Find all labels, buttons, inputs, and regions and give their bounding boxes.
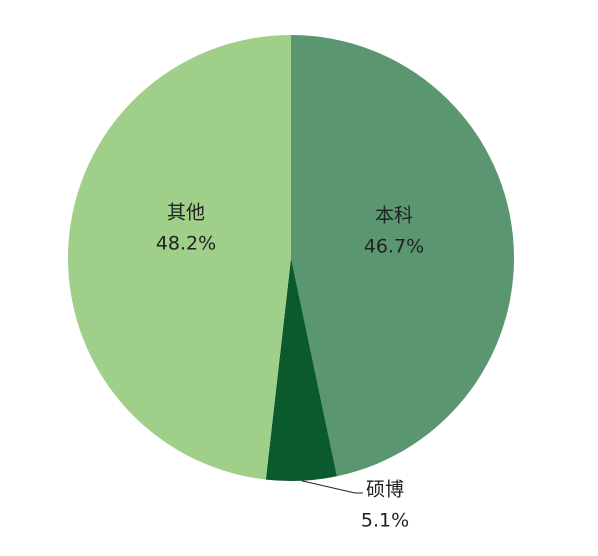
pie-slice <box>291 35 514 477</box>
value-label: 5.1% <box>361 510 409 532</box>
slice-label: 本科 <box>375 205 413 227</box>
slice-label: 硕博 <box>366 479 404 501</box>
value-label: 48.2% <box>156 233 216 255</box>
leader-line <box>301 480 363 494</box>
pie-slice <box>265 258 337 481</box>
slice-label: 其他 <box>167 202 205 224</box>
value-label: 46.7% <box>364 236 424 258</box>
pie-slice <box>68 35 292 480</box>
